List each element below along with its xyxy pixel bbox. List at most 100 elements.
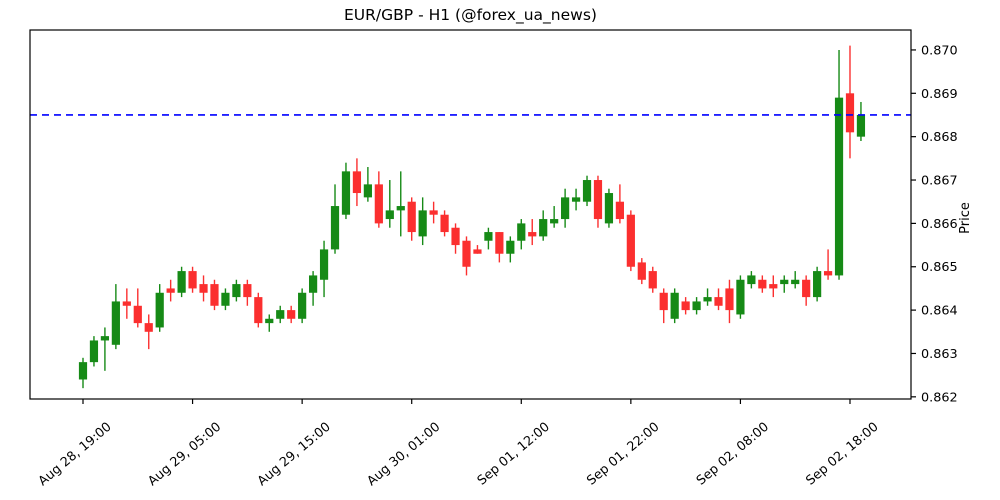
candle-body-up [571,197,581,202]
candle-body-up [418,210,427,237]
candle-body-up [791,279,800,285]
candle-body-down [243,284,252,298]
candle-body-up [298,292,307,319]
chart-title: EUR/GBP - H1 (@forex_ua_news) [344,6,597,24]
candle-body-up [736,279,745,315]
y-tick-label: 0.869 [921,87,958,102]
candle-body-down [122,301,131,306]
candle-body-down [144,323,153,332]
candle-body-down [473,249,482,254]
candle-body-up [308,275,318,293]
candle-body-up [363,184,372,198]
candle-body-up [177,271,186,293]
x-tick-label: Sep 02, 08:00 [694,420,772,489]
y-tick-label: 0.868 [921,130,958,145]
candle-body-up [813,271,822,298]
candle-body-up [692,301,701,311]
price-axis-label: Price [958,202,973,234]
candle-body-down [648,271,657,289]
candle-body-up [703,297,712,302]
candle-body-up [550,219,559,224]
x-tick-label-group: Sep 01, 22:00 [584,420,662,489]
candle-body-down [429,210,438,215]
candle-body-down [287,310,296,319]
candle-body-up [484,232,493,241]
x-tick-label: Sep 02, 18:00 [803,420,881,489]
candle-body-up [341,171,351,215]
candle-body-up [582,180,592,202]
candle-body-down [462,240,471,267]
candle-body-up [856,114,866,137]
x-tick-label-group: Aug 29, 05:00 [145,420,224,490]
candle-body-up [517,223,526,241]
candle-body-down [407,201,416,233]
candle-body-up [604,193,614,224]
candle-body-down [528,232,537,237]
candle-body-up [276,310,285,319]
plot-frame [29,29,912,400]
x-tick-label: Aug 29, 05:00 [145,420,224,490]
x-tick-label-group: Sep 02, 18:00 [803,420,881,489]
x-tick-label-group: Aug 30, 01:00 [364,420,443,490]
candle-body-down [714,297,723,306]
candle-body-down [659,292,668,311]
candle-body-down [823,271,833,276]
candle-body-down [440,214,449,233]
candle-body-up [265,318,274,324]
candle-body-up [232,284,241,298]
x-tick-label: Aug 30, 01:00 [364,420,443,490]
candle-body-up [319,249,329,280]
candle-body-up [561,197,570,220]
candle-body-down [133,305,142,324]
x-tick-label: Aug 29, 15:00 [255,420,334,490]
candle-body-up [89,340,99,363]
candle-body-up [155,292,164,328]
y-tick-label: 0.865 [921,260,958,275]
candle-body-up [330,206,340,250]
candle-body-up [396,206,405,211]
candle-body-down [769,284,778,289]
y-tick-label: 0.870 [921,43,958,58]
candle-body-up [539,219,548,237]
candle-body-down [188,271,197,289]
candle-body-down [254,297,263,324]
candle-body-down [451,227,460,246]
y-tick-label: 0.862 [921,390,958,405]
y-tick-label: 0.866 [921,217,958,232]
candle-body-up [780,279,789,285]
candle-body-up [221,292,230,306]
candle-body-down [593,180,603,220]
candle-body-up [670,292,679,319]
x-tick-label: Sep 01, 22:00 [584,420,662,489]
x-tick-label: Aug 28, 19:00 [36,420,115,490]
x-tick-label: Sep 01, 12:00 [475,420,553,489]
candle-body-down [802,279,811,298]
candle-body-up [834,97,844,276]
candle-body-down [374,184,383,224]
candle-body-down [495,232,504,254]
y-tick-label: 0.867 [921,174,958,189]
candle-body-up [100,336,110,341]
candle-body-up [747,275,756,285]
candle-body-down [626,214,635,267]
candle-body-down [615,201,624,220]
candle-body-down [199,284,208,293]
x-tick-label-group: Sep 02, 08:00 [694,420,772,489]
candle-body-down [166,288,175,293]
x-tick-label-group: Aug 29, 15:00 [255,420,334,490]
candle-body-down [210,284,219,306]
y-tick-label: 0.864 [921,304,958,319]
candle-body-down [637,262,646,280]
x-tick-label-group: Sep 01, 12:00 [475,420,553,489]
candle-body-up [506,240,515,254]
candle-body-down [352,171,362,194]
candle-body-up [78,362,88,380]
y-tick-label: 0.863 [921,347,958,362]
x-tick-label-group: Aug 28, 19:00 [36,420,115,490]
candle-body-up [385,210,394,220]
candle-body-up [111,301,120,345]
candle-body-down [845,93,855,133]
candle-body-down [725,288,734,311]
